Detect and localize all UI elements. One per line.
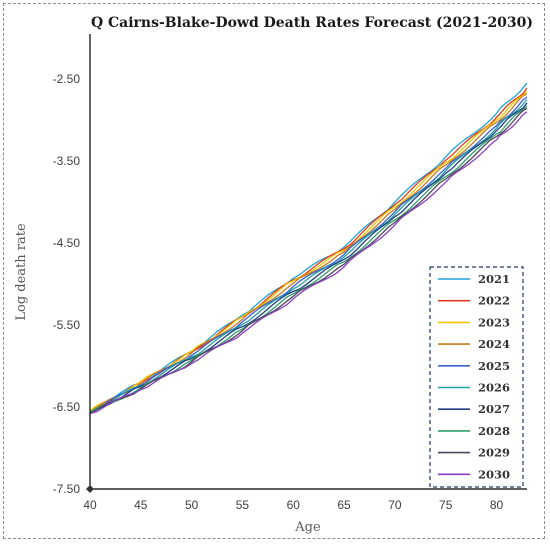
legend-label-2029: 2029 [478, 446, 510, 460]
legend-label-2026: 2026 [478, 381, 510, 395]
legend-label-2023: 2023 [478, 315, 510, 329]
y-tick-label: -2.50 [53, 72, 81, 86]
x-tick-label: 75 [439, 498, 453, 512]
x-axis-label: Age [294, 520, 321, 535]
y-tick-label: -6.50 [53, 400, 81, 414]
x-tick-label: 45 [134, 498, 148, 512]
x-axis-ticks: 40 45 50 55 60 65 70 75 80 [83, 498, 503, 512]
y-axis-label: Log death rate [14, 223, 29, 321]
x-tick-label: 50 [185, 498, 199, 512]
chart-frame [3, 3, 545, 539]
legend-label-2024: 2024 [478, 337, 510, 351]
legend-box [429, 266, 524, 488]
y-tick-label: -7.50 [53, 482, 81, 496]
series-line-2026 [89, 99, 528, 413]
x-tick-label: 40 [83, 498, 97, 512]
legend-label-2027: 2027 [478, 402, 510, 416]
x-tick-label: 70 [388, 498, 402, 512]
legend-label-2030: 2030 [478, 467, 510, 481]
series-line-2030 [89, 111, 528, 415]
chart-title: Q Cairns-Blake-Dowd Death Rates Forecast… [91, 15, 533, 31]
y-axis-ticks: -7.50 -6.50 -5.50 -4.50 -3.50 -2.50 [53, 72, 81, 496]
axes [86, 34, 527, 493]
origin-marker [86, 485, 94, 493]
x-tick-label: 80 [490, 498, 504, 512]
legend-label-2028: 2028 [478, 424, 510, 438]
series-line-2021 [89, 82, 528, 412]
x-tick-label: 60 [287, 498, 301, 512]
x-tick-label: 55 [236, 498, 250, 512]
legend-label-2021: 2021 [478, 272, 510, 286]
series-line-2027 [89, 102, 528, 414]
y-tick-label: -4.50 [53, 236, 81, 250]
legend-label-2022: 2022 [478, 294, 510, 308]
x-tick-label: 65 [337, 498, 351, 512]
y-tick-label: -3.50 [53, 154, 81, 168]
legend-label-2025: 2025 [478, 359, 510, 373]
y-tick-label: -5.50 [53, 318, 81, 332]
legend: 2021 2022 2023 2024 2025 2026 2027 2028 2029 2030 [429, 266, 524, 488]
plot-lines [89, 82, 528, 415]
series-line-2025 [89, 96, 528, 413]
